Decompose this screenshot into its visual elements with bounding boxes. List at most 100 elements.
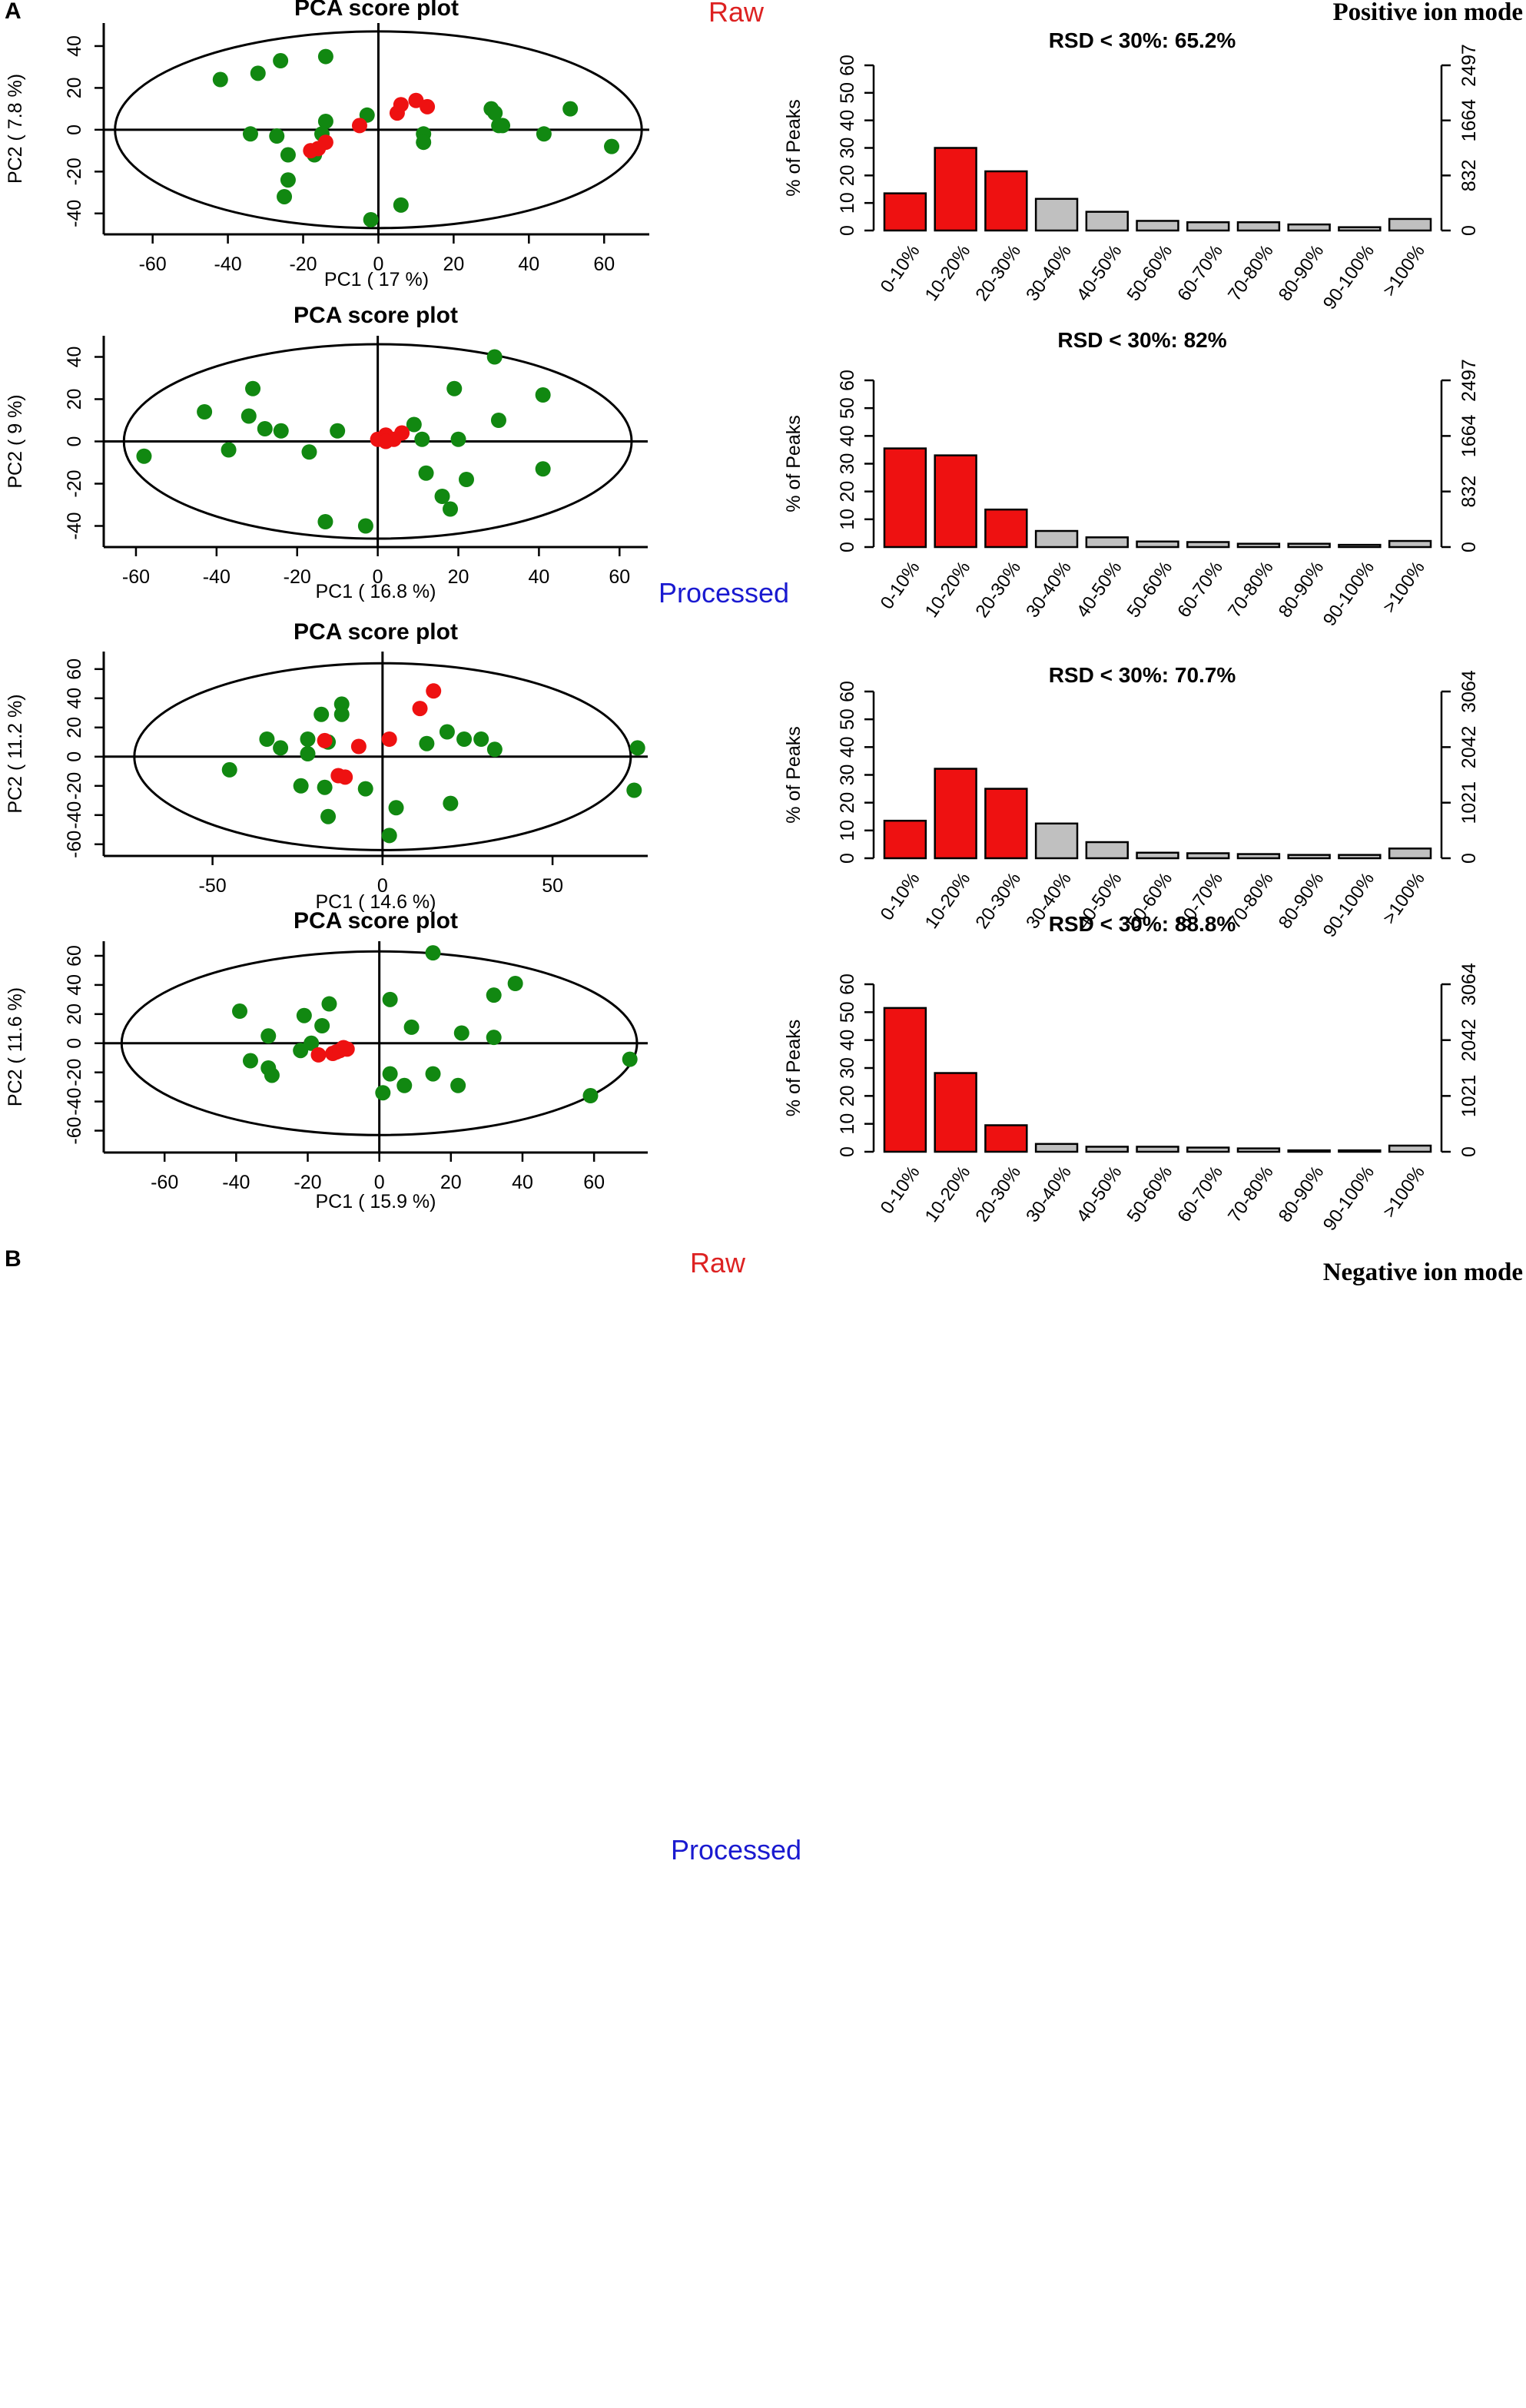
x-tick-label: 0 [374, 1172, 385, 1193]
sample-point [562, 101, 579, 117]
y-tick-label: 40 [64, 974, 85, 996]
y-tick-label: 20 [837, 1085, 858, 1106]
histogram-bar [1186, 852, 1230, 860]
sample-point [301, 444, 317, 460]
category-label: 40-50% [1073, 241, 1126, 305]
histogram-bar [1236, 542, 1281, 549]
sample-point [330, 423, 346, 439]
sample-point [317, 514, 333, 529]
qc-point [420, 98, 436, 114]
y-tick-label: 30 [837, 1057, 858, 1079]
category-label: 30-40% [1022, 241, 1076, 305]
sample-point [257, 421, 273, 436]
sample-point [382, 1066, 398, 1082]
x-tick-label: -60 [122, 566, 150, 588]
histogram-bar [1388, 539, 1432, 549]
y-tick-label: 20 [837, 481, 858, 502]
raw-label-b: Raw [690, 1247, 746, 1279]
sample-point [197, 404, 213, 420]
histogram-bar [1338, 543, 1382, 549]
histogram-bar [1236, 853, 1281, 860]
y-tick-label: -40 [64, 801, 85, 829]
qc-point [310, 1046, 327, 1063]
sample-point [416, 134, 432, 151]
positive-mode-label: Positive ion mode [1333, 0, 1523, 26]
y2-tick-label: 0 [1458, 542, 1480, 552]
category-label: 50-60% [1123, 558, 1177, 622]
sample-point [425, 945, 441, 961]
y-axis-label: PC2 ( 7.8 %) [5, 74, 26, 184]
panel-b-label: B [5, 1246, 22, 1272]
histogram-title: RSD < 30%: 82% [1057, 328, 1226, 352]
sample-point [317, 779, 333, 795]
y-tick-label: 20 [64, 717, 85, 738]
histogram-bar [1236, 1147, 1281, 1153]
sample-point [280, 147, 296, 163]
x-axis-label: PC1 ( 14.6 %) [315, 891, 436, 913]
sample-point [403, 1019, 420, 1035]
x-tick-label: -20 [284, 566, 311, 588]
y2-tick-label: 832 [1458, 476, 1480, 508]
sample-point [536, 126, 552, 142]
x-tick-label: 0 [377, 875, 388, 897]
sample-point [321, 996, 337, 1012]
histogram-bar [883, 192, 927, 232]
histogram-title: RSD < 30%: 65.2% [1049, 28, 1236, 52]
sample-point [245, 380, 261, 396]
sample-point [250, 65, 266, 81]
confidence-ellipse [114, 30, 643, 230]
histogram-title: RSD < 30%: 70.7% [1049, 663, 1236, 687]
y-tick-label: -20 [64, 1059, 85, 1086]
sample-point [317, 48, 333, 65]
sample-point [446, 380, 463, 396]
category-label: 20-30% [971, 869, 1025, 933]
y2-tick-label: 0 [1458, 853, 1480, 864]
y-tick-label: -40 [64, 512, 85, 539]
category-label: 90-100% [1319, 558, 1378, 630]
sample-point [490, 413, 506, 428]
histogram-bar [1085, 536, 1129, 549]
sample-point [375, 1085, 391, 1101]
histogram-bar [984, 170, 1028, 232]
y-axis-label: PC2 ( 11.6 %) [5, 987, 26, 1106]
category-label: 20-30% [971, 1163, 1025, 1226]
rsd-histogram-a-raw: 0 10 20 30 40 50 60 0 832 1664 2497 0-10%10-20%20-3… [783, 28, 1480, 313]
category-label: 0-10% [877, 869, 924, 924]
y-tick-label: -20 [64, 772, 85, 800]
y-tick-label: 50 [837, 1001, 858, 1023]
sample-point [293, 778, 309, 794]
y2-tick-label: 3064 [1458, 963, 1480, 1006]
sample-point [388, 800, 404, 816]
sample-point [495, 118, 511, 134]
y-tick-label: 50 [837, 397, 858, 419]
category-label: 60-70% [1173, 1163, 1227, 1226]
sample-point [418, 465, 434, 481]
panel-a-label: A [5, 0, 22, 24]
sample-point [443, 795, 459, 811]
sample-point [626, 782, 642, 798]
histogram-bar [883, 1007, 927, 1153]
y-tick-label: -40 [64, 1088, 85, 1116]
y-axis-label: PC2 ( 11.2 %) [5, 694, 26, 813]
histogram-bar [934, 768, 977, 860]
y2-tick-label: 2042 [1458, 726, 1480, 769]
y-tick-label: -60 [64, 1116, 85, 1144]
sample-point [333, 706, 350, 722]
y-tick-label: 0 [64, 124, 85, 135]
sample-point [443, 501, 459, 517]
qc-point [351, 118, 367, 134]
x-tick-label: 20 [443, 254, 464, 275]
sample-point [486, 987, 502, 1003]
qc-point [408, 92, 424, 108]
histogram-bar [1034, 529, 1079, 549]
y-tick-label: -20 [64, 469, 85, 497]
y-tick-label: 40 [64, 347, 85, 368]
x-tick-label: 0 [373, 254, 383, 275]
sample-point [450, 431, 466, 447]
sample-point [293, 1043, 309, 1059]
histogram-bar [1034, 1143, 1079, 1153]
raw-label-a: Raw [708, 0, 765, 28]
x-tick-label: 60 [583, 1172, 605, 1193]
x-tick-label: -20 [289, 254, 317, 275]
histogram-bar [1186, 1146, 1230, 1153]
